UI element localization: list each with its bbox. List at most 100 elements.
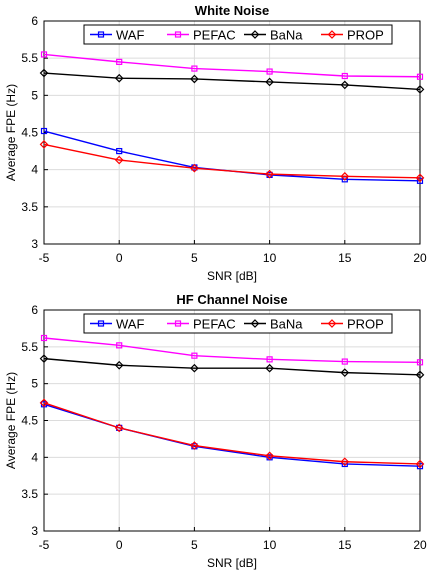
series-prop: [39, 398, 425, 469]
legend-marker: [97, 320, 105, 327]
data-point: [340, 172, 350, 181]
y-tick-label: 4.5: [21, 126, 38, 140]
legend-marker: [250, 30, 260, 39]
y-tick-label: 3.5: [21, 200, 38, 214]
y-tick-label: 5.5: [21, 51, 38, 65]
data-point: [341, 72, 348, 80]
legend-box: [83, 313, 393, 334]
x-axis-label: SNR [dB]: [207, 556, 257, 570]
y-tick-label: 3: [31, 524, 38, 538]
series-bana: [39, 68, 425, 94]
series-line: [43, 402, 421, 465]
data-point: [116, 58, 123, 65]
legend-label: WAF: [116, 28, 144, 43]
legend-item: PEFAC: [167, 317, 236, 332]
y-tick-label: 3: [31, 237, 38, 251]
legend-marker: [97, 31, 105, 38]
data-point: [265, 169, 274, 179]
legend-label: BaNa: [270, 28, 303, 43]
data-point: [116, 147, 123, 155]
y-tick-label: 4: [31, 163, 38, 177]
y-tick-label: 3.5: [21, 487, 38, 501]
legend-box: [83, 24, 393, 45]
series-line: [43, 143, 421, 179]
x-tick-label: 20: [413, 538, 427, 552]
legend-item: WAF: [90, 317, 144, 332]
data-point: [190, 441, 199, 450]
x-tick-label: 10: [263, 251, 277, 265]
legend-label: WAF: [116, 317, 144, 332]
series-pefac: [40, 51, 424, 80]
data-point: [39, 140, 49, 149]
legend-label: PEFAC: [193, 28, 236, 43]
data-point: [415, 459, 425, 469]
legend-label: PEFAC: [193, 317, 236, 332]
data-point: [341, 358, 348, 365]
x-tick-label: 15: [338, 251, 352, 265]
chart-title: White Noise: [195, 3, 269, 18]
legend-marker: [174, 31, 182, 38]
data-point: [190, 74, 199, 84]
data-point: [190, 163, 199, 173]
chart-panel: 3 3.5 4 4.5 5 5.5 6 -5 0 5 10 15 20 White Noise SNR [d…: [4, 3, 427, 283]
legend-marker: [327, 319, 337, 328]
x-tick-label: 0: [116, 251, 123, 265]
y-tick-label: 4.5: [21, 414, 38, 428]
data-point: [340, 457, 350, 467]
data-point: [114, 73, 124, 83]
data-point: [415, 173, 425, 183]
legend-item: PEFAC: [167, 28, 236, 43]
legend-label: PROP: [347, 28, 384, 43]
y-tick-label: 5: [31, 88, 38, 102]
data-point: [191, 352, 198, 359]
x-tick-label: -5: [39, 538, 50, 552]
data-point: [416, 177, 424, 184]
data-point: [40, 127, 48, 135]
series-line: [43, 72, 421, 91]
data-point: [191, 65, 198, 72]
data-point: [114, 423, 124, 433]
x-axis-label: SNR [dB]: [207, 269, 257, 283]
legend-item: WAF: [90, 28, 144, 43]
chart-panel: 3 3.5 4 4.5 5 5.5 6 -5 0 5 10 15 20 HF Channel Noise S…: [4, 292, 427, 570]
series-pefac: [40, 334, 424, 366]
series-line: [43, 357, 421, 376]
data-point: [415, 370, 425, 380]
data-point: [266, 356, 273, 363]
x-tick-label: 20: [413, 251, 427, 265]
legend: WAF PEFAC BaNa PROP: [83, 24, 393, 45]
series-line: [43, 337, 421, 364]
legend: WAF PEFAC BaNa PROP: [83, 313, 393, 334]
data-point: [114, 360, 124, 370]
legend-item: BaNa: [244, 317, 303, 332]
data-point: [39, 354, 49, 363]
x-tick-label: 0: [116, 538, 123, 552]
data-point: [416, 73, 424, 80]
data-point: [415, 85, 425, 94]
y-tick-label: 4: [31, 450, 38, 464]
x-tick-label: 15: [338, 538, 352, 552]
x-tick-label: 5: [191, 538, 198, 552]
y-tick-label: 6: [31, 14, 38, 28]
series-line: [43, 53, 421, 78]
legend-label: PROP: [347, 317, 384, 332]
data-point: [266, 68, 273, 75]
x-tick-label: 10: [263, 538, 277, 552]
legend-marker: [174, 320, 182, 327]
legend-item: PROP: [321, 317, 384, 332]
data-point: [340, 368, 350, 377]
y-tick-label: 5: [31, 377, 38, 391]
y-axis-label: Average FPE (Hz): [4, 84, 18, 181]
series-bana: [39, 354, 425, 380]
data-point: [265, 363, 274, 373]
legend-item: BaNa: [244, 28, 303, 43]
data-point: [340, 80, 350, 90]
series-prop: [39, 140, 425, 183]
legend-item: PROP: [321, 28, 384, 43]
x-tick-label: 5: [191, 251, 198, 265]
data-point: [40, 51, 48, 58]
x-tick-label: -5: [39, 251, 50, 265]
data-point: [39, 398, 49, 408]
data-point: [116, 342, 123, 349]
